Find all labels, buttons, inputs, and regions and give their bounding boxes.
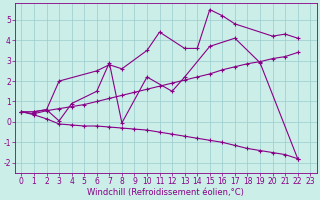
X-axis label: Windchill (Refroidissement éolien,°C): Windchill (Refroidissement éolien,°C)	[87, 188, 244, 197]
